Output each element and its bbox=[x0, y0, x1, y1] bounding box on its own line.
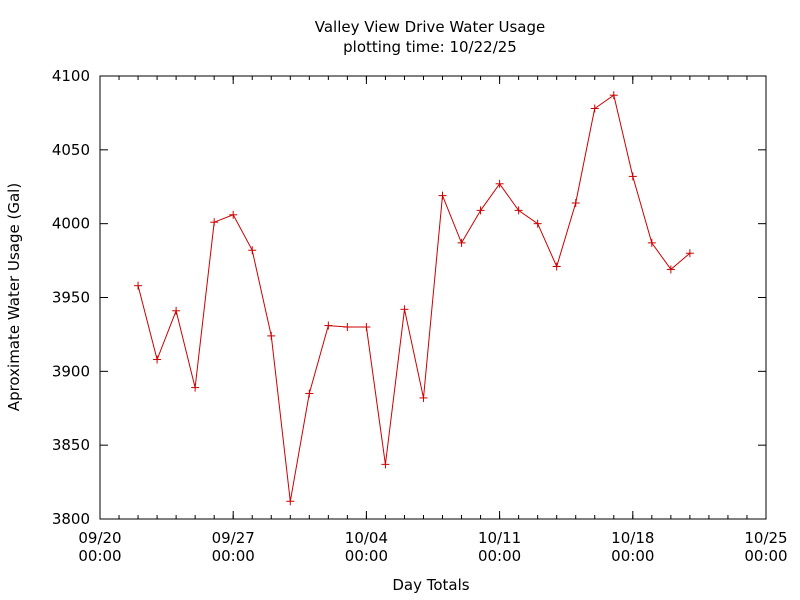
x-tick-label-date: 10/25 bbox=[744, 529, 787, 547]
data-point bbox=[647, 238, 656, 247]
y-axis-label: Aproximate Water Usage (Gal) bbox=[5, 183, 23, 411]
chart-subtitle: plotting time: 10/22/25 bbox=[343, 38, 517, 56]
data-point bbox=[590, 104, 599, 113]
data-point bbox=[362, 323, 371, 332]
data-point bbox=[685, 249, 694, 258]
data-point bbox=[628, 172, 637, 181]
data-point bbox=[324, 321, 333, 330]
y-axis: 3800 3850 3900 3950 4000 4050 4100 bbox=[52, 67, 766, 528]
y-tick-label: 3900 bbox=[52, 362, 90, 380]
data-point bbox=[552, 262, 561, 271]
data-point bbox=[153, 355, 162, 364]
data-point bbox=[400, 305, 409, 314]
x-tick-label-time: 00:00 bbox=[478, 547, 521, 565]
data-point bbox=[134, 281, 143, 290]
data-point bbox=[248, 246, 257, 255]
y-tick-label: 4000 bbox=[52, 215, 90, 233]
y-tick-label: 3850 bbox=[52, 436, 90, 454]
data-point bbox=[495, 179, 504, 188]
x-tick-label-date: 10/04 bbox=[345, 529, 388, 547]
data-point bbox=[609, 91, 618, 100]
data-point bbox=[476, 206, 485, 215]
x-tick-label-date: 10/11 bbox=[478, 529, 521, 547]
data-point bbox=[381, 460, 390, 469]
x-axis-label: Day Totals bbox=[392, 576, 469, 594]
data-point bbox=[286, 497, 295, 506]
data-point bbox=[267, 331, 276, 340]
data-point bbox=[533, 219, 542, 228]
x-tick-label-date: 09/27 bbox=[212, 529, 255, 547]
series-line bbox=[137, 94, 691, 502]
data-point bbox=[419, 393, 428, 402]
x-tick-label-time: 00:00 bbox=[78, 547, 121, 565]
x-axis: 09/2000:0009/2700:0010/0400:0010/1100:00… bbox=[78, 76, 788, 565]
chart-title: Valley View Drive Water Usage bbox=[315, 18, 545, 36]
y-tick-label: 3950 bbox=[52, 289, 90, 307]
x-tick-label-time: 00:00 bbox=[212, 547, 255, 565]
y-tick-label: 4050 bbox=[52, 141, 90, 159]
data-point bbox=[172, 306, 181, 315]
data-point bbox=[571, 198, 580, 207]
y-tick-label: 4100 bbox=[52, 67, 90, 85]
x-tick-label-time: 00:00 bbox=[744, 547, 787, 565]
y-tick-label: 3800 bbox=[52, 510, 90, 528]
data-point bbox=[229, 210, 238, 219]
data-point bbox=[210, 218, 219, 227]
data-point bbox=[305, 389, 314, 398]
data-point bbox=[438, 191, 447, 200]
data-point bbox=[666, 265, 675, 274]
x-tick-label-time: 00:00 bbox=[611, 547, 654, 565]
x-tick-label-time: 00:00 bbox=[345, 547, 388, 565]
x-tick-label-date: 09/20 bbox=[78, 529, 121, 547]
x-tick-label-date: 10/18 bbox=[611, 529, 654, 547]
series-group bbox=[134, 91, 694, 506]
data-point bbox=[457, 238, 466, 247]
data-point bbox=[191, 383, 200, 392]
data-point bbox=[514, 206, 523, 215]
data-point bbox=[343, 323, 352, 332]
